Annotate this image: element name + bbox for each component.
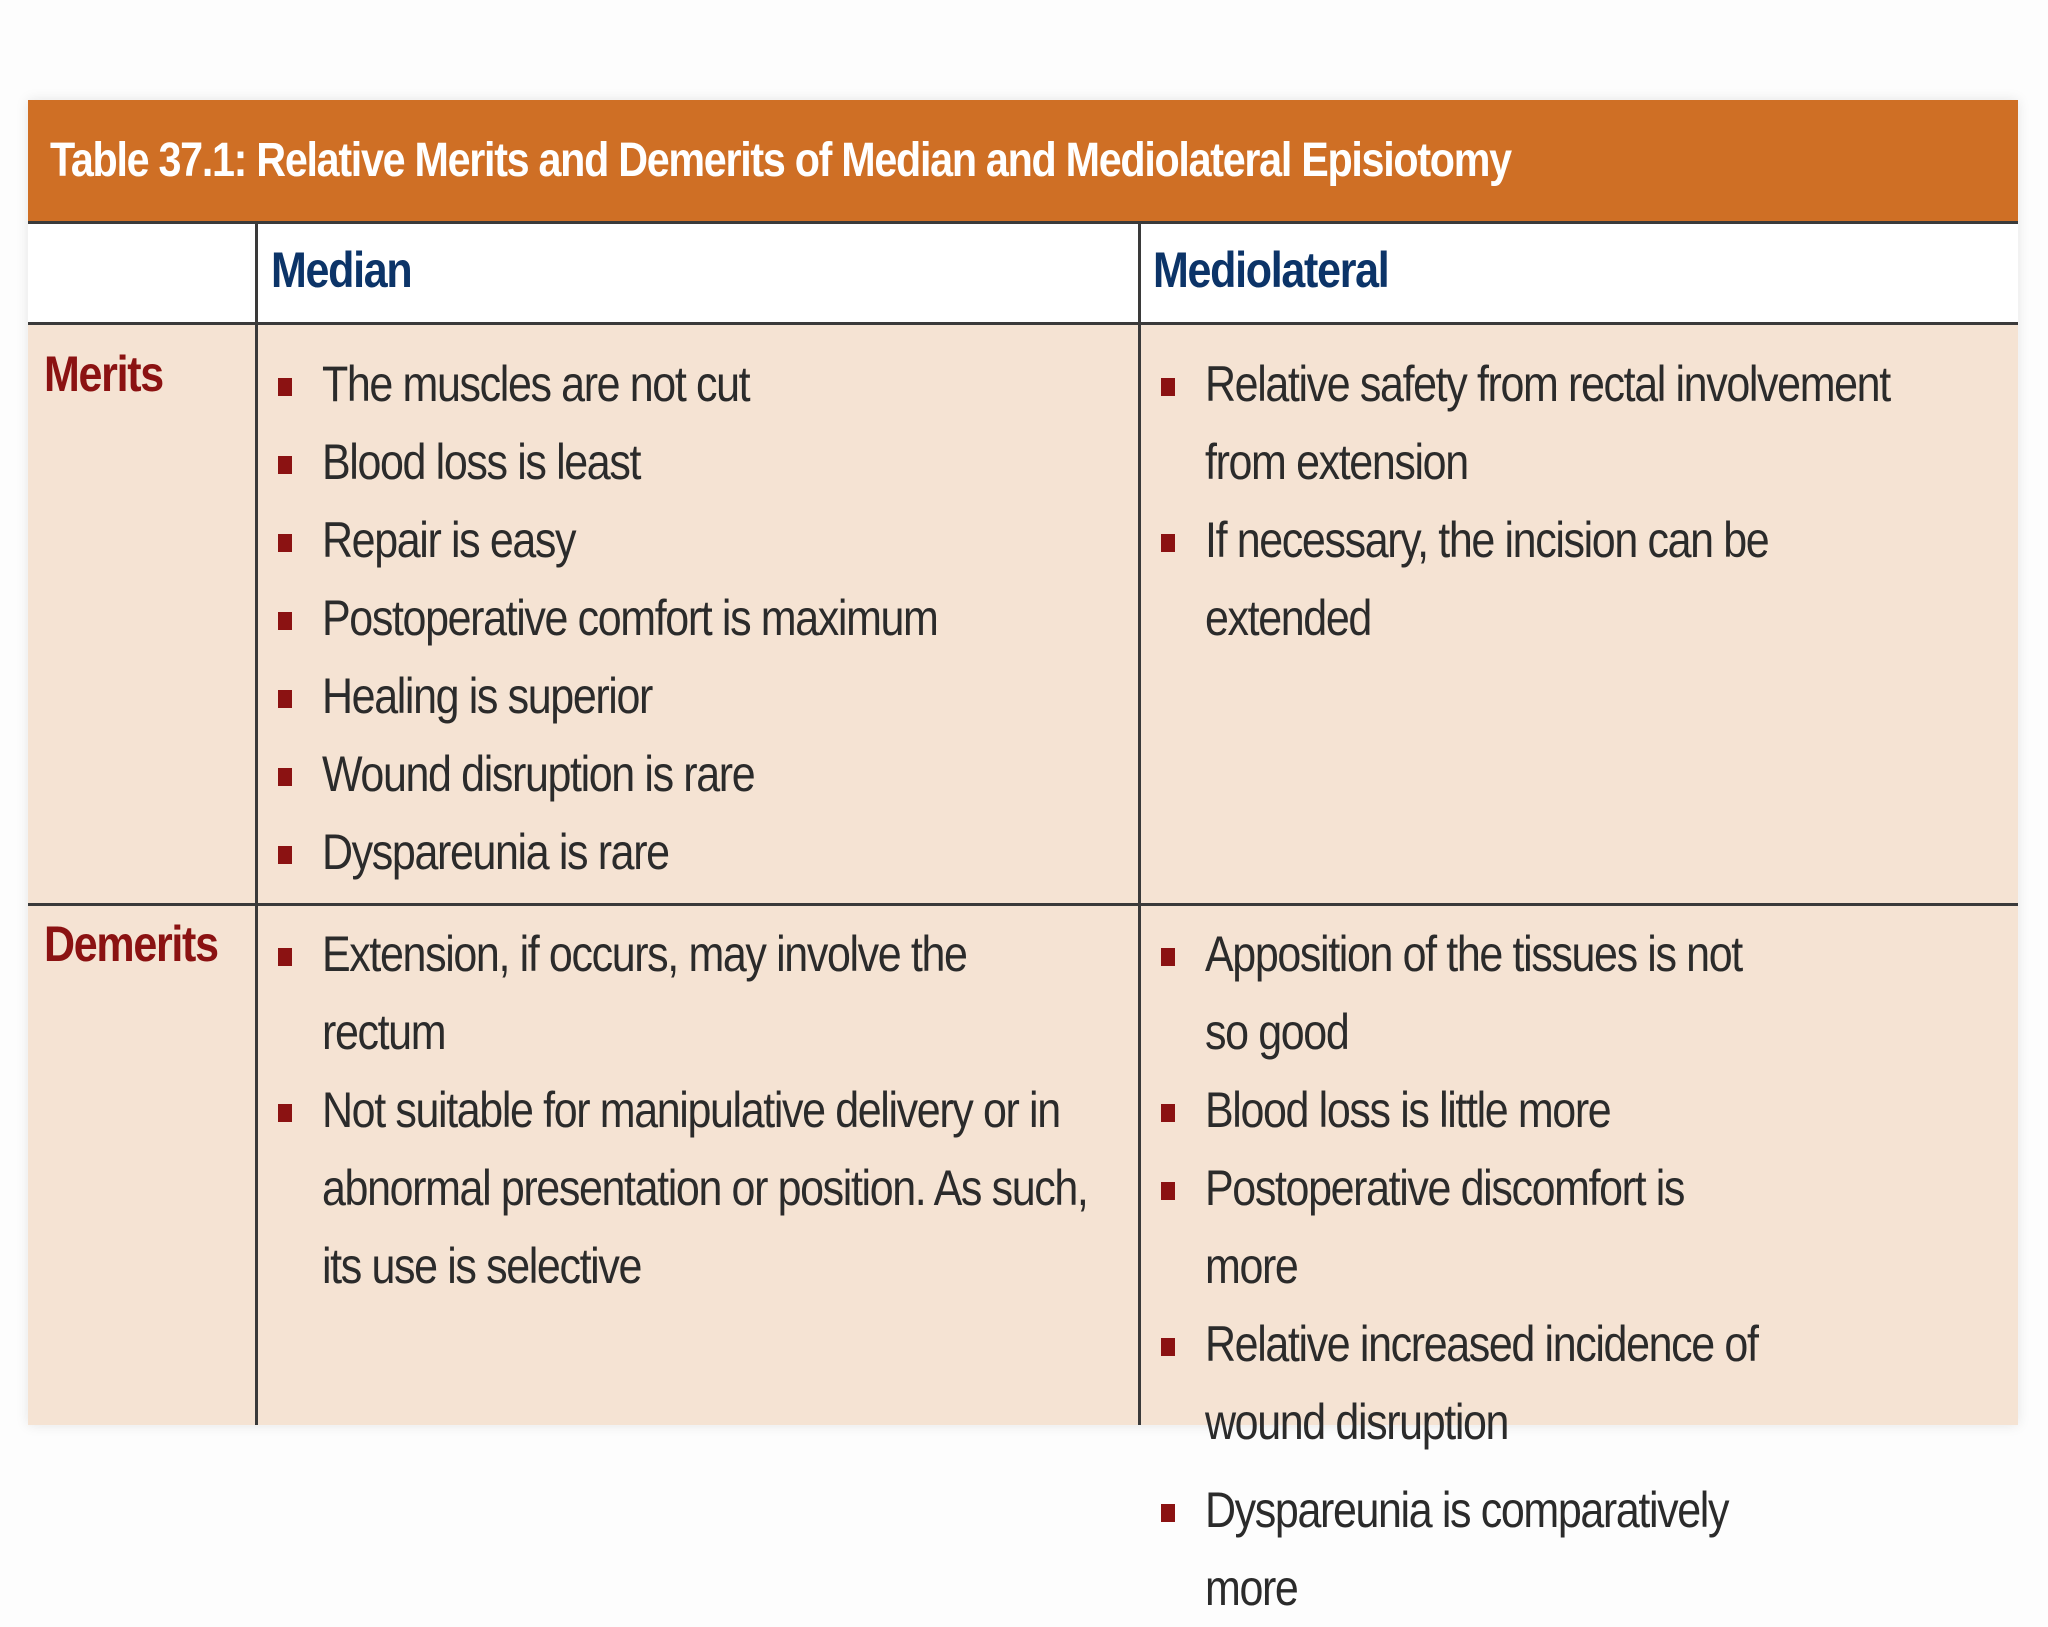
bullet-icon <box>278 948 292 966</box>
bullet-icon <box>278 612 292 630</box>
list-item: Dyspareunia is rare <box>278 813 1118 891</box>
column-divider <box>1138 221 1141 1425</box>
list-item: Healing is superior <box>278 657 1118 735</box>
row-divider <box>28 903 2018 906</box>
list-item: Relative increased incidence of wound di… <box>1161 1305 1881 1461</box>
bullet-icon <box>1161 1338 1175 1356</box>
row-header-merits: Merits <box>44 346 164 402</box>
merits-median-cell: The muscles are not cut Blood loss is le… <box>278 345 1118 891</box>
merits-mediolateral-cell: Relative safety from rectal involvement … <box>1161 345 1891 657</box>
list-item: Relative safety from rectal involvement … <box>1161 345 2025 501</box>
table-frame: Table 37.1: Relative Merits and Demerits… <box>28 100 2018 1616</box>
list-item: Repair is easy <box>278 501 1118 579</box>
list-item: Postoperative discomfort is more <box>1161 1149 1881 1305</box>
row-header-demerits: Demerits <box>44 916 219 972</box>
demerits-mediolateral-list: Apposition of the tissues is not so good… <box>1161 915 1881 1627</box>
list-item: Blood loss is least <box>278 423 1118 501</box>
column-header-mediolateral: Mediolateral <box>1153 242 1390 298</box>
bullet-icon <box>278 846 292 864</box>
bullet-icon <box>278 768 292 786</box>
list-item: If necessary, the incision can be extend… <box>1161 501 1881 657</box>
demerits-median-cell: Extension, if occurs, may involve the re… <box>278 915 1118 1305</box>
demerits-mediolateral-cell: Apposition of the tissues is not so good… <box>1161 915 1881 1627</box>
merits-mediolateral-list: Relative safety from rectal involvement … <box>1161 345 1891 657</box>
list-item: The muscles are not cut <box>278 345 1118 423</box>
bullet-icon <box>1161 1504 1175 1522</box>
bullet-icon <box>1161 378 1175 396</box>
list-item: Dyspareunia is comparatively more <box>1161 1471 1881 1627</box>
demerits-median-list: Extension, if occurs, may involve the re… <box>278 915 1118 1305</box>
list-item: Blood loss is little more <box>1161 1071 1881 1149</box>
list-item: Apposition of the tissues is not so good <box>1161 915 1881 1071</box>
list-item: Postoperative comfort is maximum <box>278 579 1118 657</box>
list-item: Wound disruption is rare <box>278 735 1118 813</box>
bullet-icon <box>278 534 292 552</box>
bullet-icon <box>278 1104 292 1122</box>
list-item: Not suitable for manipulative delivery o… <box>278 1071 1118 1305</box>
table-title: Table 37.1: Relative Merits and Demerits… <box>28 100 2018 221</box>
table-grid: Median Mediolateral Merits The muscles a… <box>28 221 2018 1616</box>
bullet-icon <box>278 378 292 396</box>
bullet-icon <box>1161 534 1175 552</box>
bullet-icon <box>1161 1182 1175 1200</box>
bullet-icon <box>278 456 292 474</box>
list-item: Extension, if occurs, may involve the re… <box>278 915 1118 1071</box>
bullet-icon <box>1161 948 1175 966</box>
bullet-icon <box>1161 1104 1175 1122</box>
bullet-icon <box>278 690 292 708</box>
column-divider <box>255 221 258 1425</box>
column-header-median: Median <box>271 242 413 298</box>
header-row <box>28 221 2018 325</box>
merits-median-list: The muscles are not cut Blood loss is le… <box>278 345 1118 891</box>
